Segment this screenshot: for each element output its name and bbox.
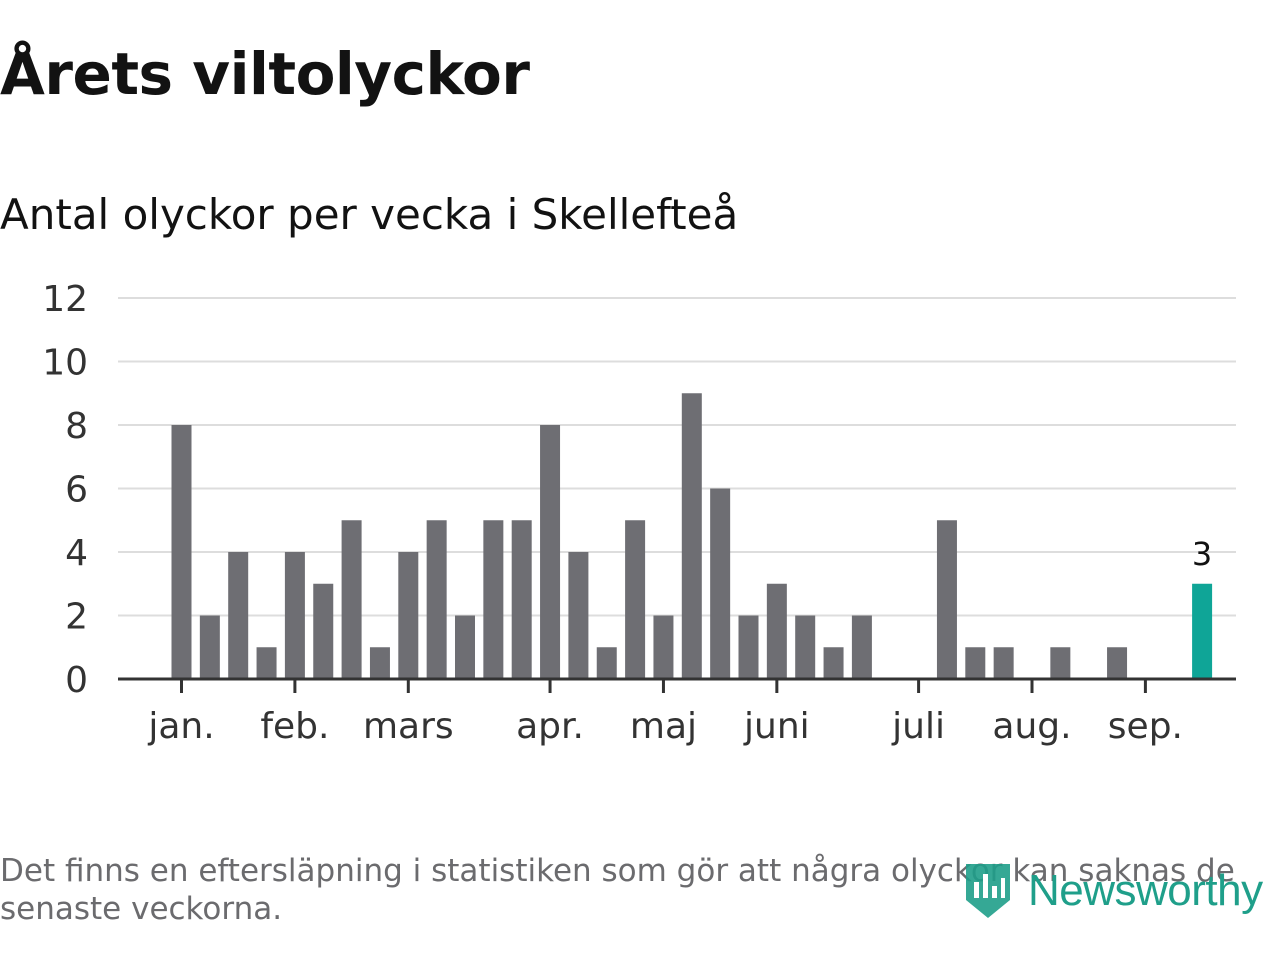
bar	[483, 520, 504, 679]
bar	[710, 488, 731, 679]
bar	[341, 520, 362, 679]
bar	[228, 552, 249, 679]
x-tick-label: juni	[743, 706, 810, 747]
bar	[455, 615, 475, 679]
footnote: Det finns en eftersläpning i statistiken…	[0, 853, 1235, 927]
x-tick-label: juli	[891, 706, 945, 747]
x-tick-label: mars	[363, 706, 454, 747]
bar	[568, 552, 589, 679]
bar	[596, 647, 617, 679]
bar-chart: 0 2 4 6 8 10 12 jan. feb. mars apr. maj juni juli aug…	[42, 279, 1236, 747]
bar	[625, 520, 646, 679]
x-tick-label: sep.	[1108, 706, 1183, 747]
data-labels: 3	[1192, 535, 1212, 573]
bar	[1050, 647, 1071, 679]
bar	[851, 615, 872, 679]
y-tick-label: 12	[42, 279, 88, 320]
y-tick-label: 4	[65, 533, 88, 574]
y-tick-label: 6	[65, 470, 88, 511]
y-tick-label: 2	[65, 597, 88, 638]
x-tick-label: apr.	[516, 706, 584, 747]
bar	[965, 647, 986, 679]
bar	[426, 520, 447, 679]
newsworthy-logo-icon	[966, 864, 1010, 918]
bar	[681, 393, 702, 679]
bar	[795, 615, 816, 679]
bar	[284, 552, 305, 679]
y-tick-label: 0	[65, 660, 88, 701]
bar	[993, 647, 1014, 679]
x-tick-label: maj	[630, 706, 697, 747]
x-tick-label: feb.	[260, 706, 329, 747]
bar	[936, 520, 957, 679]
bar	[313, 583, 334, 679]
bar	[653, 615, 674, 679]
bar	[369, 647, 390, 679]
bar	[540, 425, 561, 679]
y-tick-label: 10	[42, 343, 88, 384]
bars	[171, 393, 1213, 679]
bar	[823, 647, 844, 679]
bar	[1107, 647, 1128, 679]
chart-subtitle: Antal olyckor per vecka i Skellefteå	[0, 190, 739, 239]
x-axis-ticks: jan. feb. mars apr. maj juni juli aug. sep.	[147, 679, 1183, 747]
newsworthy-logo: Newsworthy	[962, 860, 1263, 922]
x-tick-label: aug.	[992, 706, 1071, 747]
bar	[256, 647, 277, 679]
y-tick-label: 8	[65, 406, 88, 447]
newsworthy-logo-text: Newsworthy	[1028, 866, 1263, 915]
bar	[199, 615, 220, 679]
data-label-highlight: 3	[1192, 535, 1212, 573]
bar	[398, 552, 419, 679]
bar	[511, 520, 532, 679]
bar	[171, 425, 192, 679]
bar	[766, 583, 787, 679]
chart-title: Årets viltolyckor	[0, 40, 530, 108]
bar-highlight	[1192, 583, 1213, 679]
bar	[738, 615, 759, 679]
y-axis-ticks: 0 2 4 6 8 10 12	[42, 279, 88, 701]
x-tick-label: jan.	[147, 706, 214, 747]
